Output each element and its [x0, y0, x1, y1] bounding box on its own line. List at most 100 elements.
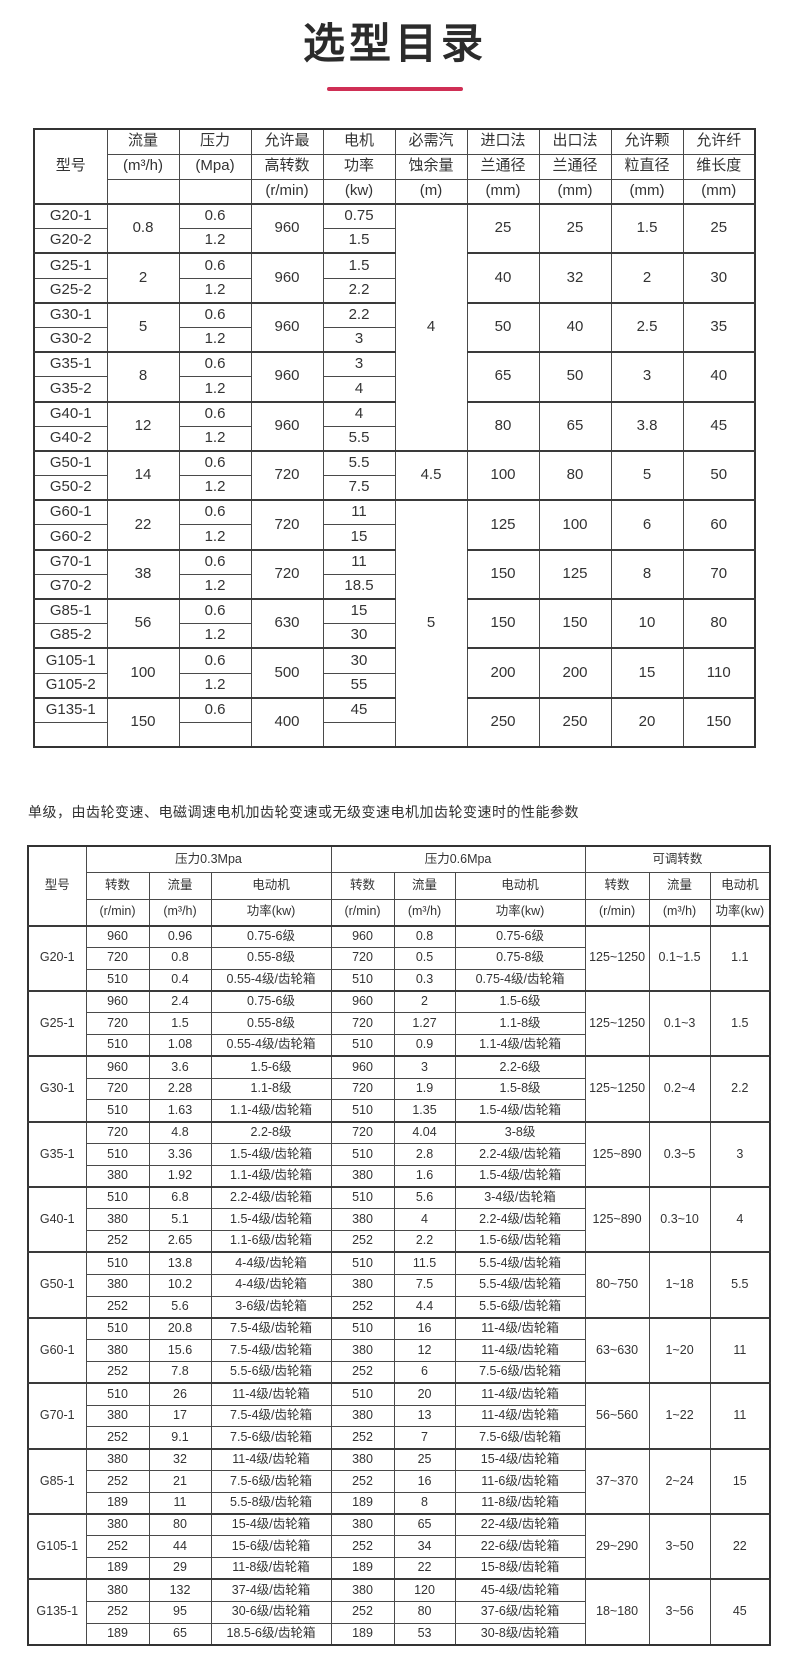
- table-cell: 630: [250, 597, 324, 649]
- table-cell: 18.5: [322, 573, 396, 600]
- table-cell: 189: [85, 1557, 150, 1580]
- table-cell: 380: [330, 1578, 395, 1602]
- table-cell: 3~56: [648, 1578, 711, 1646]
- table-cell: 11-4级/齿轮箱: [454, 1316, 586, 1341]
- table-row: G135-1 380 132 37-4级/齿轮箱 380 120 45-4级/齿轮箱 18~1…: [27, 1578, 771, 1646]
- header-cell: 压力0.3Mpa: [85, 845, 332, 873]
- table-cell: 200: [466, 647, 540, 699]
- table-cell: 150: [538, 597, 612, 649]
- table-cell: G105-1: [33, 647, 108, 674]
- table-cell: G70-1: [33, 548, 108, 575]
- table-cell: 0.75-8级: [454, 946, 586, 970]
- table-cell: 4.04: [393, 1120, 456, 1144]
- header-cell: 电动机: [454, 872, 586, 900]
- table-cell: 132: [148, 1578, 212, 1602]
- header-cell: 流量: [393, 872, 456, 900]
- header-cell: 流量: [106, 128, 180, 155]
- table-cell: 6.8: [148, 1186, 212, 1210]
- table-cell: 380: [330, 1404, 395, 1428]
- header-cell: 必需汽: [394, 128, 468, 155]
- table-cell: 29~290: [584, 1513, 650, 1580]
- table-row: G50-2 1.2 7.5: [33, 475, 755, 501]
- table-cell: 22: [709, 1513, 771, 1580]
- table-cell: 26: [148, 1382, 212, 1406]
- table-cell: 1.63: [148, 1099, 212, 1123]
- table-cell: G85-1: [33, 598, 108, 625]
- table-cell: 7.5: [322, 475, 396, 501]
- header-cell: 功率(kw): [454, 898, 586, 926]
- table-cell: 125~1250: [584, 989, 650, 1057]
- table-cell: 5.5-8级/齿轮箱: [210, 1491, 332, 1515]
- table-cell: 11-4级/齿轮箱: [210, 1382, 332, 1406]
- table-row: G70-1 510 26 11-4级/齿轮箱 510 20 11-4级/齿轮箱 56~560 1…: [27, 1382, 771, 1450]
- table-cell: 500: [250, 647, 324, 699]
- table-cell: 100: [466, 449, 540, 501]
- table-cell: 0.3: [393, 968, 456, 992]
- table-row: G20-2 1.2 1.5: [33, 228, 755, 254]
- table-cell: 1.9: [393, 1077, 456, 1101]
- table-cell: 0.75-6级: [210, 989, 332, 1014]
- table-cell: 380: [85, 1208, 150, 1232]
- table-cell: [178, 721, 252, 748]
- table-cell: 380: [330, 1447, 395, 1471]
- table-cell: 1.6: [393, 1164, 456, 1188]
- table-cell: 10: [610, 597, 684, 649]
- table-cell: 30-8级/齿轮箱: [454, 1622, 586, 1646]
- table-cell: 0.75: [322, 203, 396, 230]
- table-cell: 1~22: [648, 1382, 711, 1450]
- header-cell: 蚀余量: [394, 153, 468, 180]
- table-row: G105-2 1.2 55: [33, 672, 755, 699]
- header-cell: 高转数: [250, 153, 324, 180]
- table-cell: 4: [709, 1186, 771, 1253]
- table-cell: 0.6: [178, 252, 252, 279]
- table-cell: 1.5: [322, 228, 396, 254]
- table-cell: [33, 721, 108, 748]
- table-cell: 3-6级/齿轮箱: [210, 1295, 332, 1319]
- table-cell: 250: [538, 696, 612, 748]
- table-cell: 1.5-4级/齿轮箱: [454, 1099, 586, 1123]
- table-cell: 125~1250: [584, 1055, 650, 1123]
- table-cell: G60-1: [27, 1316, 87, 1384]
- header-cell: 允许颗: [610, 128, 684, 155]
- header-cell: 型号: [27, 845, 87, 926]
- table-cell: G20-2: [33, 228, 108, 254]
- table-cell: 0.6: [178, 499, 252, 526]
- table-cell: 380: [85, 1273, 150, 1297]
- selection-catalog-table: 型号 流量 压力 允许最 电机 必需汽 进口法 出口法 允许颗 允许纤 (m³/h) (Mpa) 高转数…: [33, 128, 756, 749]
- table-cell: 0.75-6级: [454, 924, 586, 948]
- table-cell: 2.2-6级: [454, 1055, 586, 1079]
- table-cell: 2.65: [148, 1230, 212, 1253]
- table-cell: 32: [148, 1447, 212, 1471]
- table-cell: 510: [330, 968, 395, 992]
- table-cell: 5.1: [148, 1208, 212, 1232]
- table-cell: 252: [330, 1230, 395, 1253]
- table-cell: 37-4级/齿轮箱: [210, 1578, 332, 1602]
- header-cell: 电动机: [210, 872, 332, 900]
- table-cell: [322, 721, 396, 748]
- header-row: 型号 流量 压力 允许最 电机 必需汽 进口法 出口法 允许颗 允许纤: [33, 128, 756, 205]
- table-cell: 720: [250, 499, 324, 551]
- header-cell: 型号: [33, 128, 108, 205]
- table-cell: 110: [682, 647, 756, 699]
- header-cell: (mm): [538, 178, 612, 205]
- table-cell: 2.2: [322, 277, 396, 304]
- table-cell: 1.5: [148, 1012, 212, 1035]
- table-cell: 4.8: [148, 1120, 212, 1144]
- table-cell: 1.5: [709, 989, 771, 1057]
- table-cell: 1.2: [178, 524, 252, 551]
- header-cell: (m): [394, 178, 468, 205]
- header-cell: 流量: [148, 872, 212, 900]
- table-row: G85-1 56 0.6 630 15 150 150 10 80: [33, 597, 756, 649]
- table-cell: 510: [330, 1382, 395, 1406]
- table-cell: 0.8: [106, 202, 180, 254]
- table-cell: 32: [538, 252, 612, 304]
- table-cell: 252: [330, 1600, 395, 1624]
- table-cell: 29: [148, 1557, 212, 1580]
- table-cell: 45: [682, 400, 756, 452]
- table-cell: G135-1: [33, 696, 108, 723]
- table-cell: 5.5-4级/齿轮箱: [454, 1273, 586, 1297]
- table-row: G35-1 8 0.6 960 3 65 50 3 40: [33, 351, 756, 403]
- header-cell: (kw): [322, 178, 396, 205]
- table-cell: G25-1: [33, 252, 108, 279]
- table-cell: 1.5-4级/齿轮箱: [454, 1164, 586, 1188]
